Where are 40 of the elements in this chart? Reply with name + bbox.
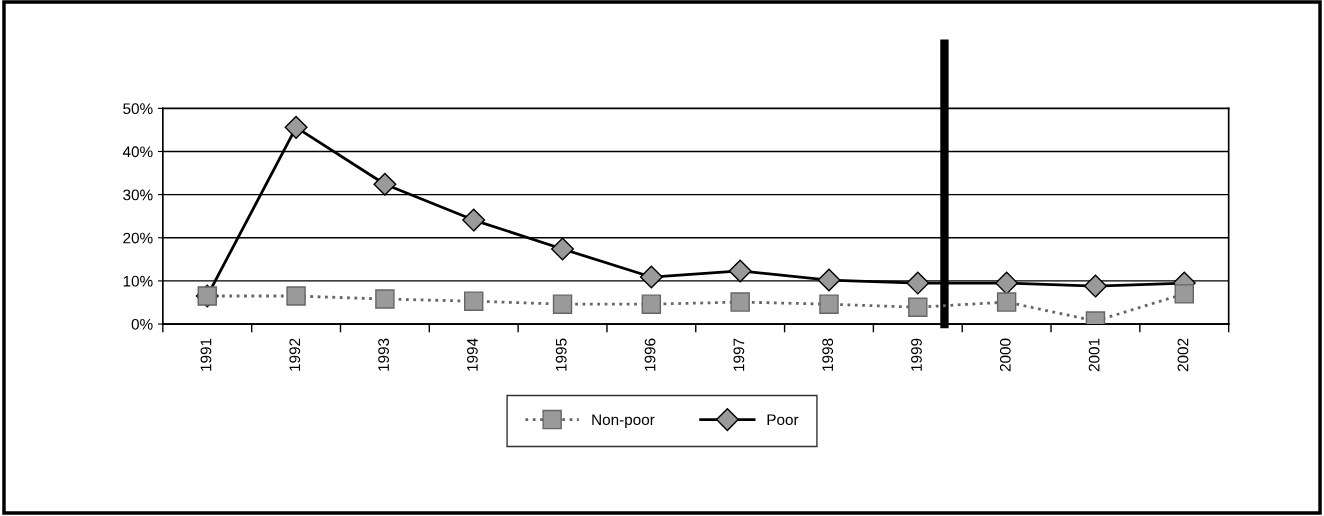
point	[819, 294, 839, 314]
x-tick-label: 2000	[999, 338, 1011, 372]
y-tick-label: 30%	[123, 189, 153, 201]
point	[373, 172, 397, 196]
point	[1083, 274, 1107, 298]
x-tick-label: 1993	[378, 338, 389, 371]
point	[284, 115, 308, 139]
point	[462, 208, 486, 232]
x-tick-label: 2001	[1088, 338, 1100, 372]
x-tick-label: 1995	[555, 338, 567, 371]
point	[286, 286, 306, 306]
point	[463, 291, 484, 311]
point	[551, 237, 575, 261]
point	[552, 294, 573, 314]
point	[375, 289, 395, 309]
point	[728, 259, 752, 283]
legend-label: Non-poor	[592, 414, 655, 429]
point	[906, 271, 930, 295]
x-tick-label: 1991	[200, 338, 212, 371]
y-tick-label: 40%	[122, 146, 153, 158]
point	[641, 294, 662, 314]
point	[995, 271, 1019, 295]
y-tick-label: 20%	[123, 232, 153, 244]
x-tick-label: 1992	[289, 338, 301, 371]
y-tick-label: 50%	[123, 103, 153, 115]
x-tick-label: 1996	[644, 338, 656, 371]
x-tick-label: 1994	[467, 338, 478, 371]
x-tick-label: 1998	[822, 338, 834, 371]
point	[639, 265, 663, 289]
point	[996, 292, 1017, 312]
point	[1174, 284, 1194, 304]
x-tick-label: 1999	[911, 338, 922, 371]
x-tick-label: 2002	[1177, 338, 1189, 372]
x-tick-label: 1997	[733, 338, 745, 371]
point	[730, 292, 750, 312]
legend-label: Poor	[767, 414, 799, 426]
y-tick-label: 10%	[123, 275, 153, 287]
y-tick-label: 0%	[131, 318, 153, 330]
point	[908, 297, 928, 317]
point	[817, 268, 841, 292]
